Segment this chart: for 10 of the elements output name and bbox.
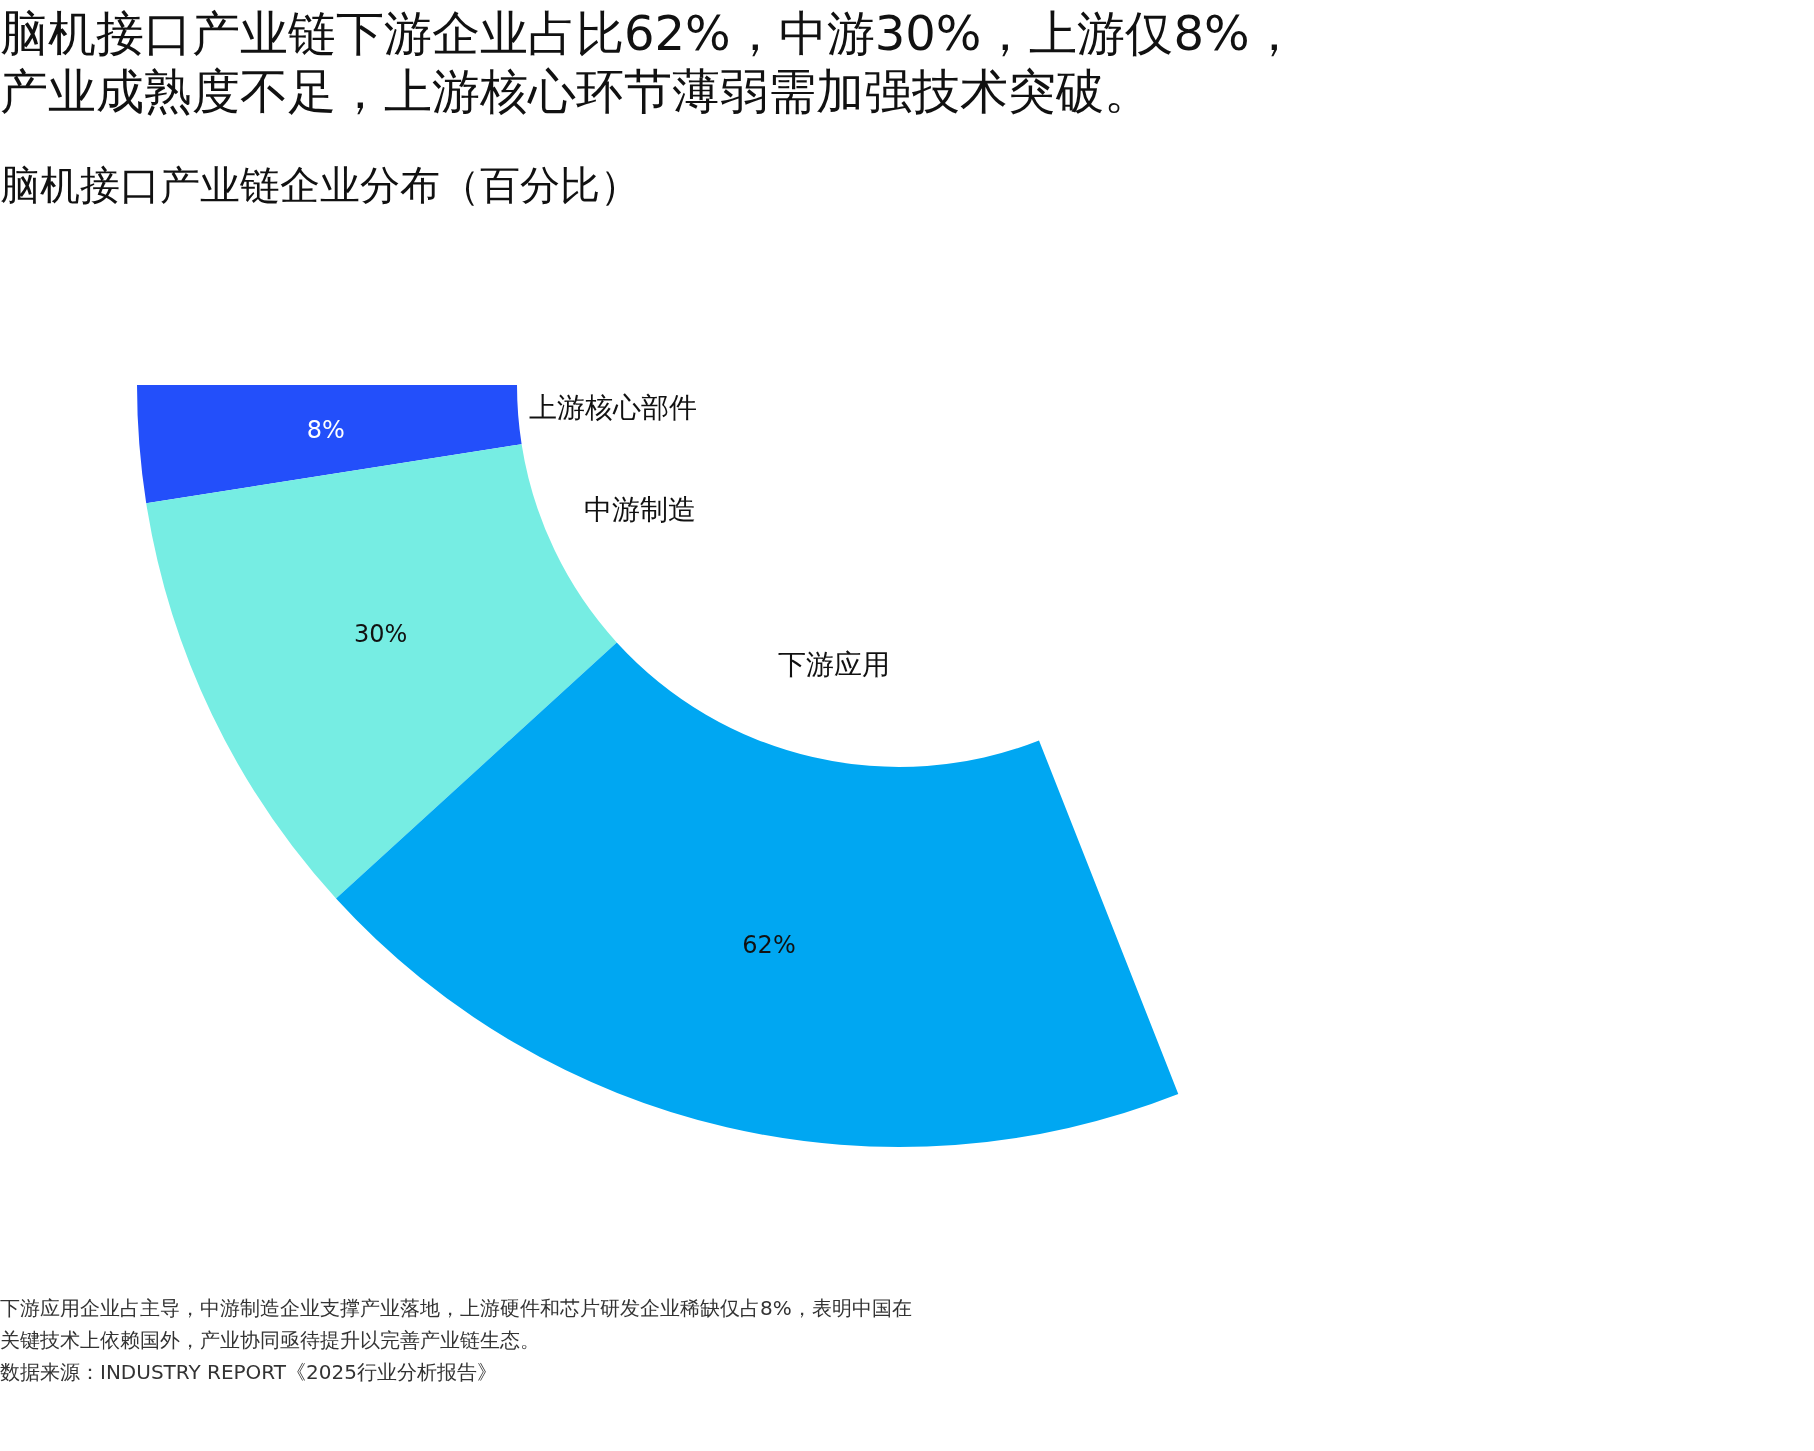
text: 下游应用企业占主导，中游制造企业支撑产业落地，上游硬件和芯片研发企业稀缺仅占8%，表明中国在关键技术上依赖国外，产业协同亟待提升以完善产业链生态。 <box>0 1295 913 1354</box>
source-note: 数据来源：INDUSTRY REPORT《2025行业分析报告》 <box>0 1359 498 1386</box>
slice-label: 上游核心部件 <box>528 390 697 424</box>
data-label: 8% <box>306 415 345 444</box>
slice-label: 下游应用 <box>778 648 891 682</box>
chart-subtitle: 脑机接口产业链企业分布（百分比） <box>0 161 640 210</box>
data-label: 30% <box>353 619 408 648</box>
chart-title: 脑机接口产业链下游企业占比62%，中游30%，上游仅8%，产业成熟度不足，上游核心环节薄弱需加强技术突破。 <box>0 4 1299 120</box>
slice-label: 中游制造 <box>584 492 697 526</box>
data-label: 62% <box>742 931 796 960</box>
